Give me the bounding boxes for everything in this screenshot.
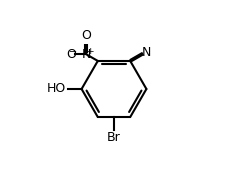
Text: HO: HO <box>47 82 66 96</box>
Text: O: O <box>81 28 91 42</box>
Text: −: − <box>69 47 77 57</box>
Text: O: O <box>66 48 76 61</box>
Text: N: N <box>81 48 91 61</box>
Text: Br: Br <box>107 131 120 144</box>
Text: +: + <box>86 47 93 56</box>
Text: N: N <box>141 46 150 59</box>
